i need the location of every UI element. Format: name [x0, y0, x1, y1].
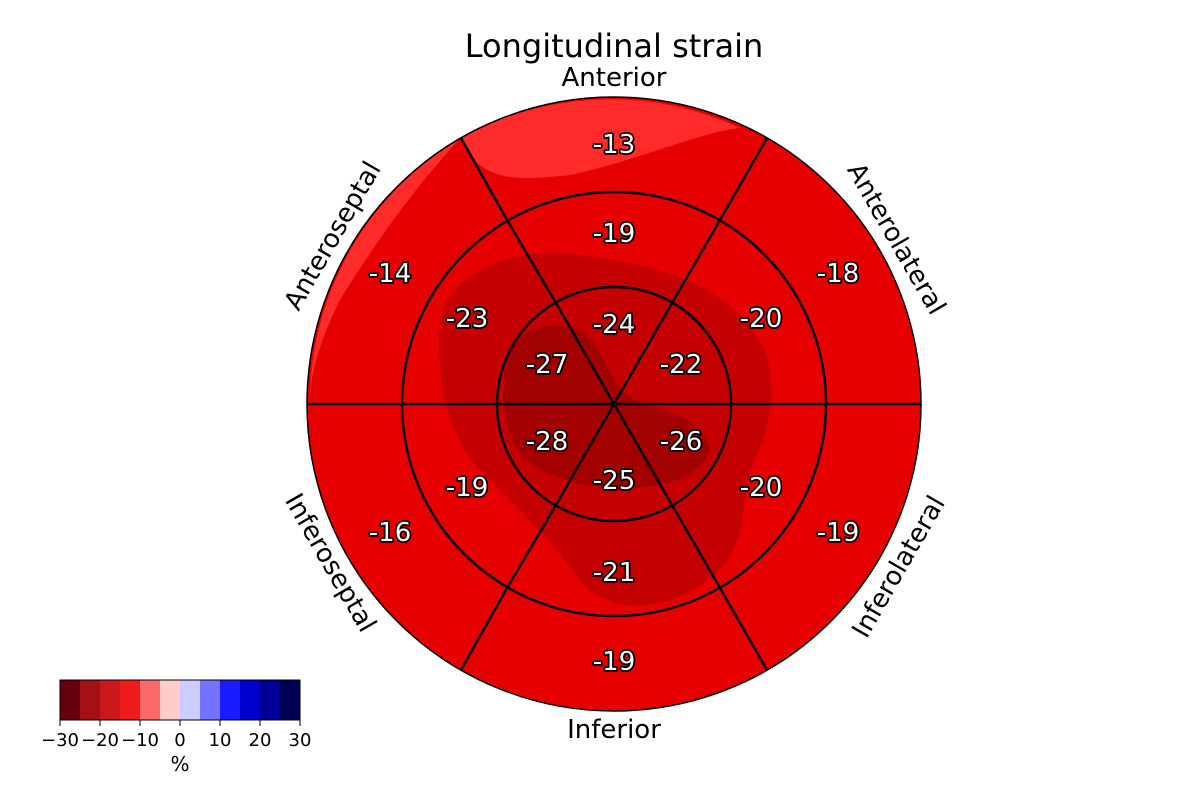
- segment-value-mid-anterolateral: -20: [740, 304, 782, 334]
- divider-mid-6: [670, 504, 722, 589]
- segment-value-apical-anterior: -24: [593, 310, 635, 340]
- segment-value-mid-inferior: -21: [593, 558, 635, 588]
- colorbar-unit-label: %: [170, 752, 189, 776]
- divider-basal-6: [718, 587, 769, 671]
- segment-value-mid-inferolateral: -20: [740, 473, 782, 503]
- colorbar-tick-label: −20: [81, 730, 119, 751]
- segment-value-mid-anterior: -19: [593, 219, 635, 249]
- segment-value-apical-inferior: -25: [593, 466, 635, 496]
- divider-mid-1: [505, 219, 558, 304]
- segment-grid: [306, 96, 922, 712]
- divider-apical-2: [612, 302, 674, 405]
- colorbar-cells: [60, 680, 301, 720]
- colorbar-tick-label: −30: [41, 730, 79, 751]
- colorbar: −30 −20 −10 0 10 20 30 %: [41, 679, 312, 776]
- chart-title: Longitudinal strain: [465, 27, 763, 65]
- segment-value-mid-anteroseptal: -23: [446, 304, 488, 334]
- colorbar-cell: [220, 680, 241, 720]
- colorbar-tick-label: 0: [174, 730, 185, 751]
- divider-basal-2: [718, 137, 769, 221]
- segment-value-apical-inferolateral: -26: [660, 427, 702, 457]
- divider-mid-5: [505, 504, 558, 589]
- segment-value-basal-anterior: -13: [593, 130, 635, 160]
- divider-apical-1: [554, 302, 616, 405]
- colorbar-cell: [280, 680, 301, 720]
- divider-apical-5: [554, 403, 616, 506]
- colorbar-cell: [200, 680, 221, 720]
- wall-label-inferior: Inferior: [567, 715, 661, 745]
- colorbar-cell: [180, 680, 201, 720]
- segment-value-mid-inferoseptal: -19: [446, 473, 488, 503]
- contour-light-region-top: [461, 99, 740, 179]
- segment-value-basal-inferoseptal: -16: [369, 518, 411, 548]
- colorbar-cell: [120, 680, 141, 720]
- colorbar-tick-label: 30: [289, 730, 312, 751]
- colorbar-cell: [240, 680, 261, 720]
- divider-basal-1: [459, 137, 509, 221]
- divider-mid-2: [670, 219, 722, 304]
- wall-label-anterior: Anterior: [562, 63, 667, 93]
- colorbar-cell: [140, 680, 161, 720]
- segment-value-apical-anterolateral: -22: [660, 350, 702, 380]
- divider-basal-5: [459, 587, 509, 671]
- colorbar-ticks: [59, 720, 301, 726]
- colorbar-cell: [260, 680, 281, 720]
- colorbar-cell: [80, 680, 101, 720]
- colorbar-tick-label: 10: [209, 730, 232, 751]
- segment-value-basal-inferior: -19: [593, 647, 635, 677]
- colorbar-cell: [60, 680, 81, 720]
- colorbar-tick-label: −10: [121, 730, 159, 751]
- segment-value-apical-anteroseptal: -27: [526, 350, 568, 380]
- segment-value-basal-anterolateral: -18: [817, 259, 859, 289]
- contour-darkest-region: [502, 325, 710, 489]
- segment-value-apical-inferoseptal: -28: [526, 427, 568, 457]
- colorbar-cell: [160, 680, 181, 720]
- divider-apical-6: [612, 403, 674, 506]
- colorbar-tick-label: 20: [249, 730, 272, 751]
- segment-value-basal-inferolateral: -19: [817, 518, 859, 548]
- segment-value-basal-anteroseptal: -14: [369, 259, 411, 289]
- bullseye-plot: -13 -18 -19 -19 -16 -14 -19 -20 -20 -21 …: [306, 96, 922, 712]
- colorbar-cell: [100, 680, 121, 720]
